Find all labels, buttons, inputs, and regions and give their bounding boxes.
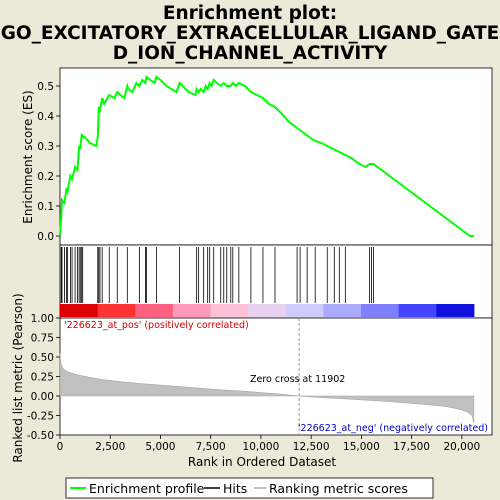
rank-colorbar bbox=[60, 304, 475, 317]
x-tick-label: 15,000 bbox=[343, 441, 380, 453]
colorbar-segment bbox=[210, 304, 249, 317]
neg-correlated-label: '226623_at_neg' (negatively correlated) bbox=[298, 423, 488, 434]
metric-panel bbox=[59, 317, 493, 436]
x-tick-label: 5,000 bbox=[145, 441, 175, 453]
metric-y-tick-label: 0.00 bbox=[31, 391, 54, 403]
es-y-tick-label: 0.3 bbox=[37, 141, 54, 153]
metric-y-tick-label: 1.00 bbox=[31, 313, 54, 325]
es-y-tick-label: 0.0 bbox=[37, 231, 54, 243]
x-axis-label: Rank in Ordered Dataset bbox=[188, 455, 336, 469]
es-y-tick-label: 0.4 bbox=[37, 111, 54, 123]
colorbar-segment bbox=[398, 304, 437, 317]
es-panel bbox=[59, 67, 493, 246]
legend-box bbox=[65, 477, 434, 499]
enrichment-profile-line bbox=[59, 75, 474, 237]
x-tick-label: 0 bbox=[57, 441, 64, 453]
es-y-tick-label: 0.5 bbox=[37, 81, 54, 93]
colorbar-segment bbox=[135, 304, 174, 317]
chart-title-line-3: D_ION_CHANNEL_ACTIVITY bbox=[113, 43, 388, 64]
es-y-tick-label: 0.2 bbox=[37, 171, 54, 183]
metric-y-tick-label: 0.25 bbox=[31, 372, 54, 384]
colorbar-segment bbox=[248, 304, 287, 317]
metric-y-tick-label: -0.50 bbox=[27, 430, 54, 442]
es-y-tick-label: 0.1 bbox=[37, 201, 54, 213]
colorbar-segment bbox=[172, 304, 212, 317]
legend-metric-label: Ranking metric scores bbox=[269, 481, 408, 496]
es-y-ticks: 0.0 0.1 0.2 0.3 0.4 0.5 bbox=[37, 81, 60, 243]
legend-enrichment-label: Enrichment profile bbox=[89, 481, 205, 496]
metric-y-ticks: -0.50 -0.25 0.00 0.25 0.50 0.75 1.00 bbox=[27, 313, 60, 442]
metric-y-tick-label: -0.25 bbox=[27, 411, 54, 423]
x-tick-label: 2,500 bbox=[95, 441, 125, 453]
es-y-axis-label: Enrichment score (ES) bbox=[21, 90, 35, 223]
colorbar-segment bbox=[361, 304, 400, 317]
x-tick-label: 12,500 bbox=[293, 441, 330, 453]
x-tick-label: 20,000 bbox=[443, 441, 480, 453]
x-tick-label: 7,500 bbox=[196, 441, 226, 453]
colorbar-segment bbox=[285, 304, 324, 317]
colorbar-segment bbox=[436, 304, 475, 317]
x-ticks: 0 2,500 5,000 7,500 10,000 12,500 15,000 17,500… bbox=[57, 435, 480, 453]
metric-y-tick-label: 0.75 bbox=[31, 333, 54, 345]
colorbar-segment bbox=[97, 304, 136, 317]
colorbar-segment bbox=[60, 304, 99, 317]
metric-y-tick-label: 0.50 bbox=[31, 352, 54, 364]
chart-title-line-1: Enrichment plot: bbox=[163, 3, 337, 24]
hits-marks bbox=[60, 247, 374, 303]
x-tick-label: 10,000 bbox=[243, 441, 280, 453]
metric-y-axis-label: Ranked list metric (Pearson) bbox=[11, 293, 25, 462]
x-tick-label: 17,500 bbox=[393, 441, 430, 453]
ranking-metric-area bbox=[59, 353, 475, 424]
zero-cross-label: Zero cross at 11902 bbox=[250, 374, 345, 385]
legend-hits-label: Hits bbox=[223, 481, 247, 496]
colorbar-segment bbox=[323, 304, 362, 317]
pos-correlated-label: '226623_at_pos' (positively correlated) bbox=[64, 320, 249, 331]
chart-title-line-2: GO_EXCITATORY_EXTRACELLULAR_LIGAND_GATE bbox=[1, 23, 500, 44]
